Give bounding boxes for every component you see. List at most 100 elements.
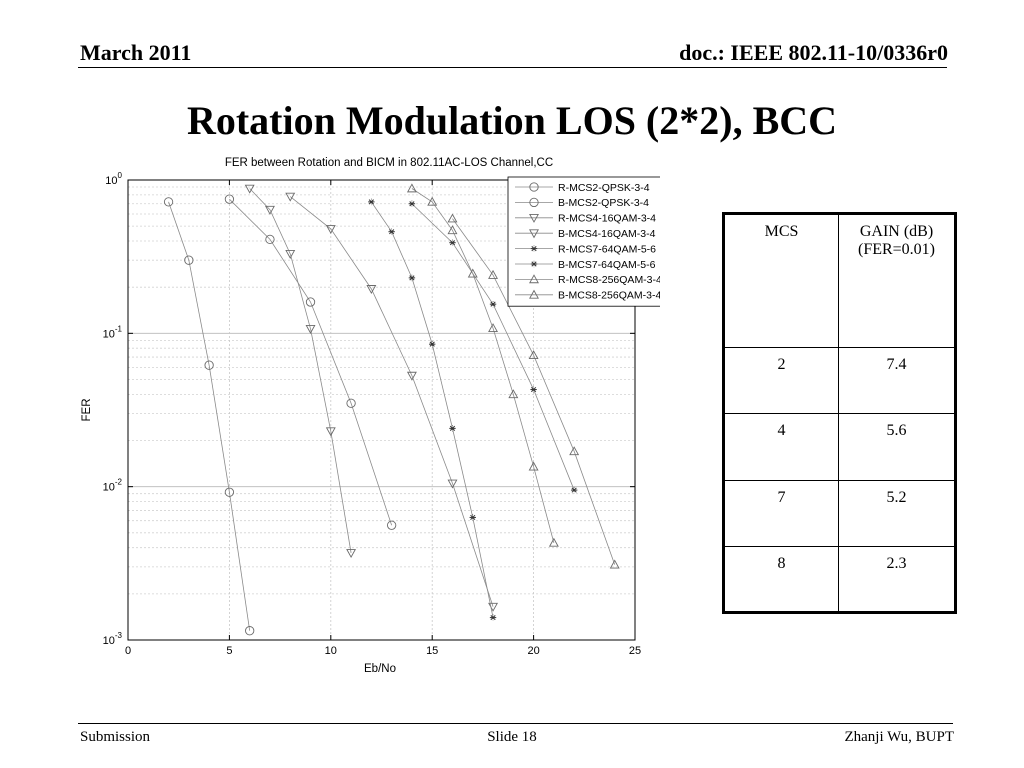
data-point [569,446,580,456]
data-point-stroke [490,301,496,307]
data-point [447,225,458,235]
data-point-stroke [389,229,395,235]
data-point-stroke [368,199,374,205]
legend-label: B-MCS4-16QAM-3-4 [558,228,656,240]
legend-label: B-MCS2-QPSK-3-4 [558,197,649,209]
gain-table: MCS GAIN (dB) (FER=0.01) 2 7.4 4 5.6 7 5… [722,212,957,614]
data-point [224,487,235,497]
data-point [408,200,416,207]
chart-title: FER between Rotation and BICM in 802.11A… [225,157,553,169]
series-r-mcs8-256qam-3-4 [406,183,559,547]
data-point [489,614,497,621]
x-tick-label: 20 [527,645,539,657]
data-point [529,289,539,299]
series-line [289,196,494,607]
data-point [488,269,499,279]
legend-entry: R-MCS2-QPSK-3-4 [515,182,650,194]
data-point-stroke [531,246,537,252]
data-point [489,300,497,308]
legend-entry: R-MCS4-16QAM-3-4 [515,213,656,225]
table-cell-gain: 2.3 [838,545,956,614]
data-point [386,520,397,530]
data-point [529,197,539,208]
header-rule [78,67,947,68]
data-point [508,389,519,399]
data-point-stroke [470,514,476,521]
data-point [447,479,458,489]
y-tick-label: 10-1 [103,324,123,340]
data-point [244,184,255,194]
x-tick-label: 25 [629,645,641,657]
data-point-stroke [531,386,537,393]
data-point [469,514,476,521]
data-point [406,371,417,381]
table-cell-mcs: 2 [723,347,839,415]
data-point [530,245,538,252]
table-row: 8 2.3 [723,545,956,614]
data-point [245,626,255,636]
table-cell-mcs: 8 [723,545,839,614]
legend-entry: B-MCS4-16QAM-3-4 [515,228,656,240]
x-tick-label: 5 [226,645,232,657]
footer-submission: Submission [80,729,151,745]
plot-frame [127,179,636,641]
data-point [285,250,296,259]
data-point [447,213,458,223]
legend-label: R-MCS4-16QAM-3-4 [558,213,656,225]
data-point-stroke [449,425,456,431]
table-header-row: MCS GAIN (dB) (FER=0.01) [723,212,956,349]
data-point [467,268,478,278]
legend-label: R-MCS7-64QAM-5-6 [558,243,656,255]
data-point [529,274,539,284]
data-point [325,427,336,437]
x-tick-label: 10 [325,645,337,657]
data-point [325,225,336,235]
data-point [548,537,559,547]
header-date: March 2011 [80,40,192,65]
series-line [229,198,393,526]
data-point [529,229,539,239]
table-header-mcs: MCS [723,212,839,349]
table-cell-gain: 5.6 [838,413,956,481]
legend-entry: B-MCS2-QPSK-3-4 [515,197,649,209]
footer-rule [78,723,953,724]
data-point [224,194,235,204]
data-point [163,197,174,207]
data-point-stroke [429,341,435,347]
table-row: 4 5.6 [723,413,956,481]
data-point [429,340,436,348]
series-b-mcs4-16qam-3-4 [285,192,499,612]
chart-ticks: 0 5 10 15 20 25 100 10-1 10-2 10-3 [103,171,642,657]
data-point [408,274,416,282]
data-point [449,239,456,246]
data-point [529,213,539,223]
data-point-stroke [409,275,415,281]
data-point [406,183,417,193]
data-point [609,559,620,569]
data-point [346,398,356,408]
data-point [204,360,214,370]
data-point [449,425,456,432]
data-point [530,386,537,393]
fer-chart: 0 5 10 15 20 25 100 10-1 10-2 10-3 FER between Ro… [81,157,660,675]
header-doc-id: doc.: IEEE 802.11-10/0336r0 [679,40,948,65]
data-point-stroke [409,201,415,207]
legend-entry: B-MCS8-256QAM-3-4 [515,290,660,302]
data-point [285,192,296,202]
legend-entry: B-MCS7-64QAM-5-6 [515,259,656,271]
legend-label: R-MCS2-QPSK-3-4 [558,182,650,194]
y-tick-label: 10-2 [103,478,123,494]
legend-entry: R-MCS7-64QAM-5-6 [515,243,656,255]
x-tick-label: 15 [426,645,438,657]
data-point [184,255,194,265]
data-point [305,325,316,334]
y-axis-label: FER [81,399,93,422]
data-point [265,234,275,245]
x-tick-label: 0 [125,645,131,657]
table-cell-mcs: 4 [723,413,839,481]
slide-title: Rotation Modulation LOS (2*2), BCC [186,98,838,143]
data-point [368,198,375,206]
footer-author: Zhanji Wu, BUPT [844,729,954,745]
footer-slide-number: Slide 18 [487,729,537,745]
y-tick-label: 10-3 [103,631,123,647]
